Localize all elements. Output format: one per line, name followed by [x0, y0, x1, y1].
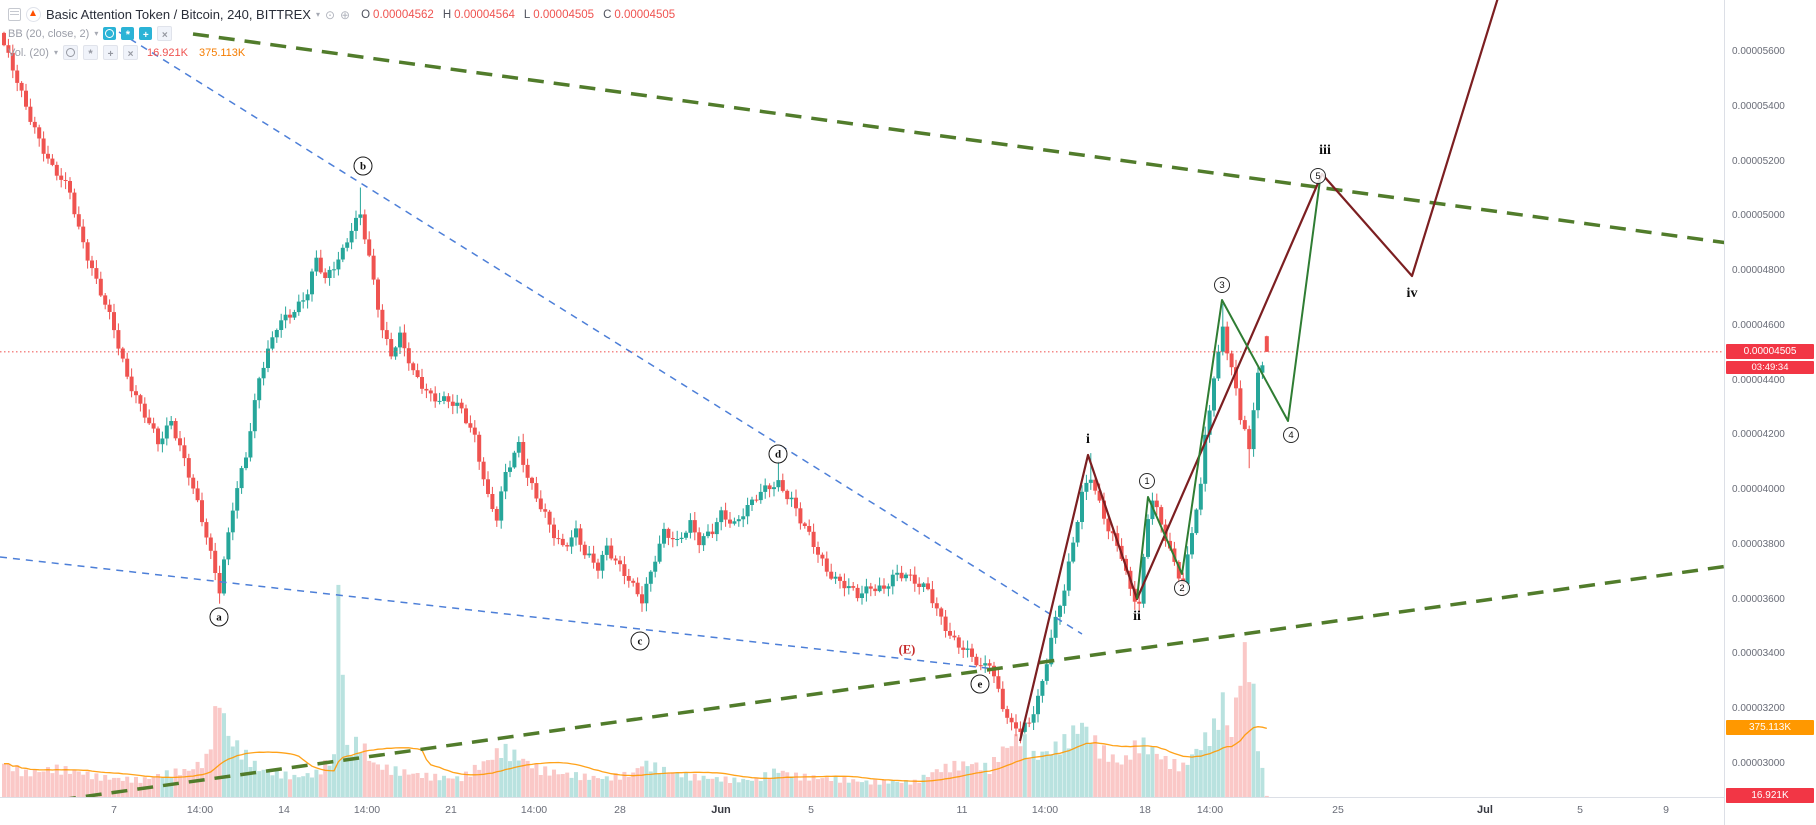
subwave-green[interactable] — [1136, 179, 1321, 600]
low-label: L — [523, 8, 531, 21]
low-value: 0.00004505 — [533, 8, 595, 21]
wave-label-3[interactable]: 3 — [1214, 277, 1230, 293]
price-tick: 0.00005400 — [1732, 101, 1785, 112]
gear-icon[interactable] — [82, 45, 98, 60]
close-label: C — [603, 8, 612, 21]
wave-label-4[interactable]: 4 — [1283, 427, 1299, 443]
close-icon[interactable] — [157, 26, 173, 41]
wave-label-b[interactable]: b — [353, 156, 373, 176]
chevron-down-icon[interactable]: ▾ — [315, 10, 320, 19]
time-tick: 14:00 — [1196, 804, 1224, 816]
close-icon[interactable] — [122, 45, 138, 60]
time-axis[interactable]: 7 14:00 14 14:00 21 14:00 28 Jun 5 11 14:00 18 14:00… — [0, 797, 1724, 825]
time-tick: 14:00 — [520, 804, 548, 816]
ohlc-readout: O 0.00004562 H 0.00004564 L 0.00004505 C… — [361, 9, 681, 21]
price-tick: 0.00003200 — [1732, 703, 1785, 714]
ascending-green-major[interactable] — [59, 564, 1729, 802]
open-label: O — [361, 8, 371, 21]
wave-label-ii[interactable]: ii — [1133, 609, 1141, 624]
bb-indicator-label[interactable]: BB (20, close, 2) — [8, 27, 90, 40]
compare-icon[interactable]: ⊕ — [340, 7, 351, 22]
indicator-row-bb: BB (20, close, 2) ▾ — [8, 24, 681, 43]
price-tick: 0.00003400 — [1732, 648, 1785, 659]
last-price-badge: 0.00004505 — [1726, 344, 1814, 359]
high-value: 0.00004564 — [454, 8, 515, 21]
symbol-title[interactable]: Basic Attention Token / Bitcoin, 240, BI… — [46, 7, 311, 22]
wave-label-1[interactable]: 1 — [1139, 473, 1155, 489]
wave-label-2[interactable]: 2 — [1174, 580, 1190, 596]
price-tick: 0.00004400 — [1732, 375, 1785, 386]
wave-label-c[interactable]: c — [630, 631, 650, 651]
time-tick: 7 — [111, 804, 117, 816]
time-tick: Jun — [711, 804, 731, 816]
price-tick: 0.00004600 — [1732, 320, 1785, 331]
gear-icon[interactable] — [121, 27, 135, 40]
time-tick: 5 — [808, 804, 814, 816]
wave-label-a[interactable]: a — [209, 607, 229, 627]
symbol-logo-icon — [26, 7, 41, 22]
price-tick: 0.00004000 — [1732, 484, 1785, 495]
volume-ma-badge: 375.113K — [1726, 720, 1814, 735]
volume-current-value: 16.921K — [146, 46, 188, 59]
plus-icon[interactable] — [139, 27, 153, 40]
price-tick: 0.00003600 — [1732, 594, 1785, 605]
chevron-down-icon[interactable]: ▾ — [94, 29, 99, 38]
plus-icon[interactable] — [102, 45, 118, 60]
time-tick: 14:00 — [186, 804, 214, 816]
volume-indicator-label[interactable]: Vol. (20) — [8, 46, 49, 59]
price-tick: 0.00004800 — [1732, 265, 1785, 276]
time-tick: 28 — [614, 804, 626, 816]
time-tick: 21 — [445, 804, 457, 816]
time-tick: 14 — [278, 804, 290, 816]
eye-icon[interactable] — [62, 45, 78, 60]
price-tick: 0.00005000 — [1732, 210, 1785, 221]
price-axis[interactable]: 0.00004505 03:49:34 375.113K 16.921K 0.0… — [1724, 0, 1816, 825]
wave-label-5[interactable]: 5 — [1310, 168, 1326, 184]
watchlist-toggle-icon[interactable] — [8, 8, 21, 21]
wave-label-d[interactable]: d — [768, 444, 788, 464]
time-tick: Jul — [1477, 804, 1493, 816]
volume-current-badge: 16.921K — [1726, 788, 1814, 803]
close-value: 0.00004505 — [614, 8, 676, 21]
price-tick: 0.00005200 — [1732, 156, 1785, 167]
wave-label-iii[interactable]: iii — [1319, 143, 1331, 158]
open-value: 0.00004562 — [373, 8, 434, 21]
time-tick: 14:00 — [1031, 804, 1059, 816]
high-label: H — [442, 8, 452, 21]
time-tick: 18 — [1139, 804, 1151, 816]
time-tick: 11 — [956, 804, 968, 816]
eye-icon[interactable] — [103, 27, 117, 40]
volume-ma-line — [3, 726, 1267, 782]
time-tick: 25 — [1332, 804, 1344, 816]
chevron-down-icon[interactable]: ▾ — [53, 48, 58, 57]
descending-blue-lower[interactable] — [0, 556, 996, 670]
price-tick: 0.00005600 — [1732, 46, 1785, 57]
price-tick: 0.00003800 — [1732, 539, 1785, 550]
symbol-row: Basic Attention Token / Bitcoin, 240, BI… — [8, 5, 681, 24]
indicator-row-volume: Vol. (20) ▾ 16.921K 375.113K — [8, 43, 681, 62]
price-tick: 0.00003000 — [1732, 758, 1785, 769]
wave-label-e[interactable]: (E) — [898, 642, 916, 657]
wave-label-iv[interactable]: iv — [1406, 286, 1418, 301]
time-tick: 9 — [1663, 804, 1669, 816]
impulse-maroon[interactable] — [1018, 0, 1501, 742]
volume-ma-value: 375.113K — [198, 46, 246, 59]
time-tick: 5 — [1577, 804, 1583, 816]
candle-style-icon[interactable]: ⊙ — [324, 7, 336, 22]
time-tick: 14:00 — [353, 804, 381, 816]
wave-label-e[interactable]: e — [970, 674, 990, 694]
wave-annotations-layer: a b c d e (E) i ii iii iv 1 2 3 4 5 — [209, 143, 1418, 694]
wave-label-i[interactable]: i — [1086, 432, 1090, 447]
price-tick: 0.00004200 — [1732, 429, 1785, 440]
chart-legend: Basic Attention Token / Bitcoin, 240, BI… — [8, 5, 681, 62]
bar-countdown-badge: 03:49:34 — [1726, 361, 1814, 374]
